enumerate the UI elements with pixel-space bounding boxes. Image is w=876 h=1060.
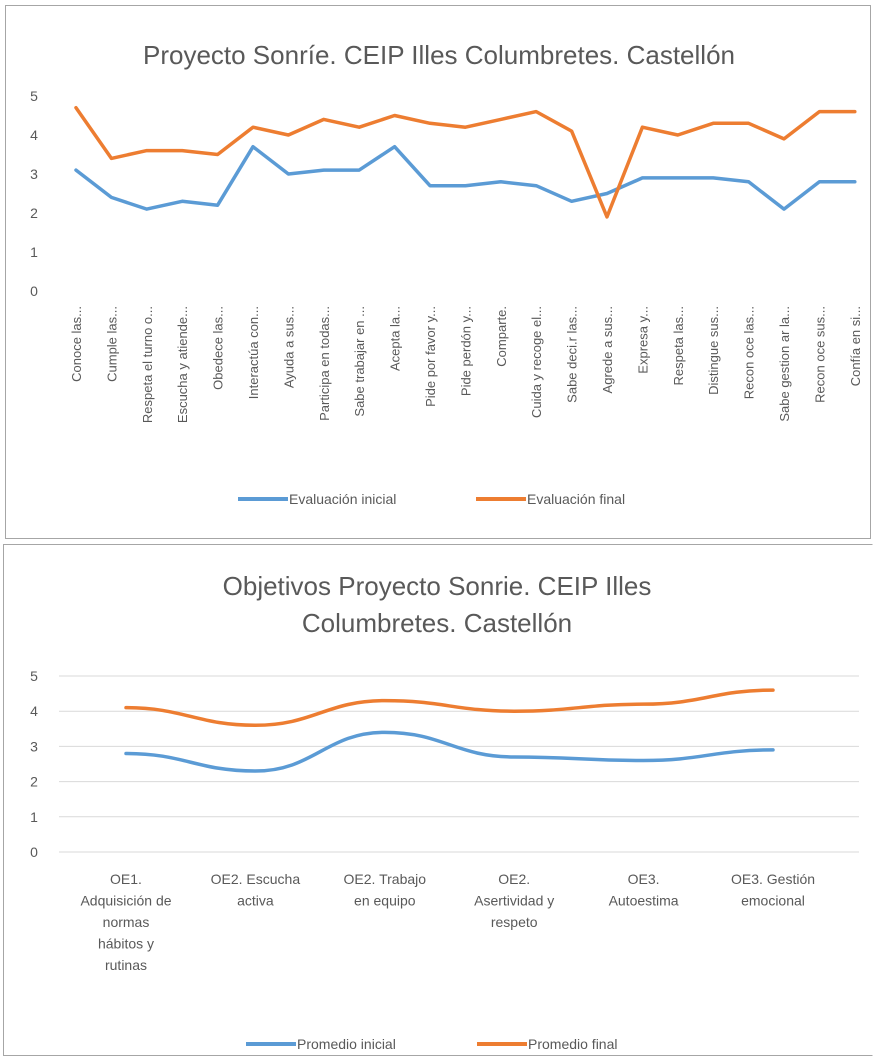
x-tick-label: Conoce las...	[69, 306, 84, 382]
x-tick-label: Comparte.	[494, 306, 509, 367]
x-tick-label: Sabe trabajar en ...	[352, 306, 367, 417]
x-tick-label: Pide perdón y...	[458, 306, 473, 396]
x-tick-label: respeto	[491, 914, 538, 930]
chart-title: Proyecto Sonríe. CEIP Illes Columbretes.…	[143, 40, 735, 70]
x-tick-label: hábitos y	[98, 936, 154, 952]
x-tick-label: rutinas	[105, 957, 147, 973]
x-tick-label: Cumple las...	[104, 306, 119, 382]
x-tick-label: Recon oce las...	[742, 306, 757, 399]
x-tick-label: Expresa y...	[635, 306, 650, 374]
x-tick-label: activa	[237, 893, 274, 909]
x-tick-label: Asertividad y	[474, 893, 554, 909]
series-line-1	[124, 688, 775, 728]
legend-label: Evaluación inicial	[289, 491, 396, 507]
x-tick-label: Sabe gestion ar la...	[777, 306, 792, 422]
x-tick-label: en equipo	[354, 893, 416, 909]
y-tick-label: 4	[30, 703, 38, 719]
series-line-0	[74, 144, 857, 211]
line-chart-objetivos: Objetivos Proyecto Sonrie. CEIP Illes Col…	[30, 571, 859, 1052]
line-chart-evaluaciones: Proyecto Sonríe. CEIP Illes Columbretes.…	[30, 40, 863, 507]
x-tick-label: Participa en todas...	[317, 306, 332, 421]
y-tick-label: 0	[30, 844, 38, 860]
y-tick-label: 1	[30, 809, 38, 825]
series-line-0	[124, 730, 775, 773]
chart-title: Columbretes. Castellón	[302, 608, 572, 638]
series-line-1	[74, 105, 857, 219]
x-tick-label: Adquisición de	[80, 893, 171, 909]
y-tick-label: 0	[30, 283, 38, 299]
x-tick-label: Sabe deci.r las...	[565, 306, 580, 403]
x-tick-label: Obedece las...	[211, 306, 226, 390]
y-tick-label: 5	[30, 668, 38, 684]
x-tick-label: OE1.	[110, 871, 142, 887]
y-tick-label: 2	[30, 774, 38, 790]
x-tick-label: OE2.	[498, 871, 530, 887]
y-tick-label: 5	[30, 88, 38, 104]
x-tick-label: Acepta la...	[388, 306, 403, 371]
x-tick-label: Distingue sus...	[706, 306, 721, 395]
x-tick-label: Cuida y recoge el...	[529, 306, 544, 418]
y-tick-label: 4	[30, 127, 38, 143]
x-tick-label: emocional	[741, 893, 805, 909]
x-tick-label: Ayuda a sus...	[281, 306, 296, 388]
chart-panel-evaluaciones: Proyecto Sonríe. CEIP Illes Columbretes.…	[5, 5, 871, 539]
x-tick-label: OE2. Escucha	[211, 871, 301, 887]
x-tick-label: OE3. Gestión	[731, 871, 815, 887]
x-tick-label: Agrede a sus...	[600, 306, 615, 393]
x-tick-label: Interactúa con...	[246, 306, 261, 399]
x-tick-label: Pide por favor y...	[423, 306, 438, 407]
y-tick-label: 3	[30, 738, 38, 754]
x-tick-label: Respeta el turno o...	[140, 306, 155, 423]
y-tick-label: 3	[30, 166, 38, 182]
x-tick-label: Respeta las...	[671, 306, 686, 386]
chart-panel-objetivos: Objetivos Proyecto Sonrie. CEIP Illes Col…	[3, 544, 873, 1056]
x-tick-label: Escucha y atiende...	[175, 306, 190, 423]
x-tick-label: OE2. Trabajo	[344, 871, 427, 887]
x-tick-label: Recon oce sus...	[812, 306, 827, 403]
y-tick-label: 1	[30, 244, 38, 260]
chart-title: Objetivos Proyecto Sonrie. CEIP Illes	[223, 571, 652, 601]
x-tick-label: normas	[103, 914, 150, 930]
x-tick-label: OE3.	[628, 871, 660, 887]
legend-label: Promedio inicial	[297, 1036, 396, 1052]
x-tick-label: Autoestima	[609, 893, 679, 909]
x-tick-label: Confía en si...	[848, 306, 863, 386]
y-tick-label: 2	[30, 205, 38, 221]
legend-label: Evaluación final	[527, 491, 625, 507]
legend-label: Promedio final	[528, 1036, 618, 1052]
